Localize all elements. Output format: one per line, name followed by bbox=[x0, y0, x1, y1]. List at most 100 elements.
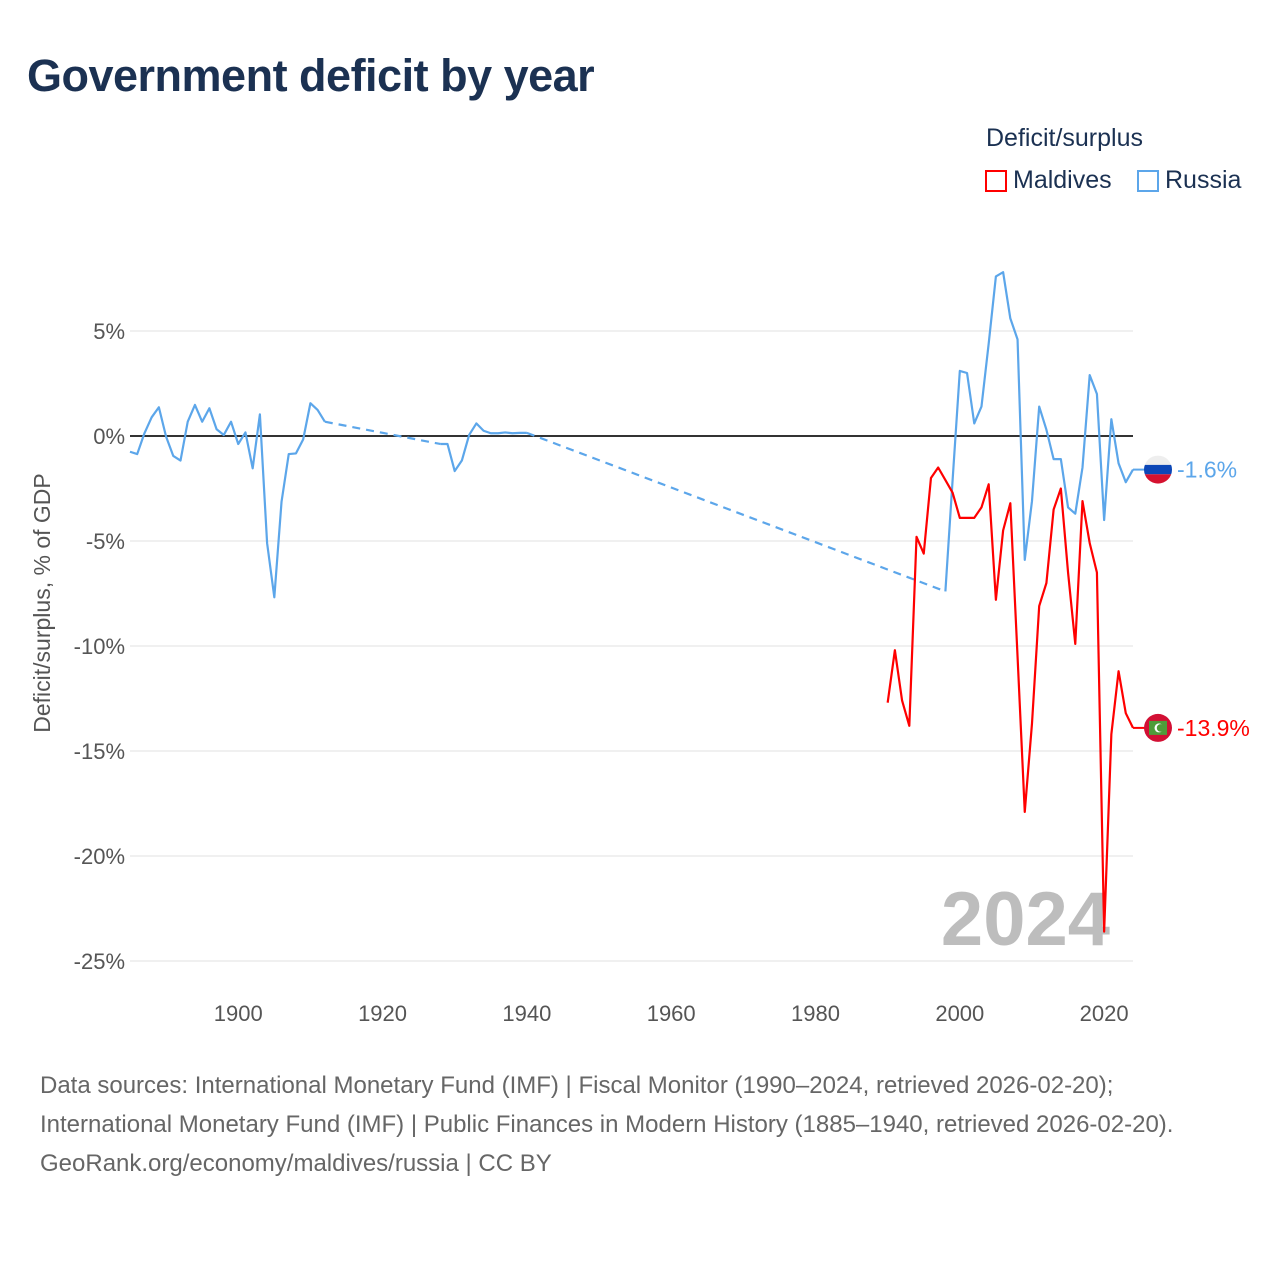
maldives-point bbox=[1088, 541, 1092, 545]
russia-point bbox=[179, 459, 183, 463]
maldives-point bbox=[1124, 711, 1128, 715]
maldives-point bbox=[943, 478, 947, 482]
maldives-flag-icon bbox=[1144, 713, 1172, 742]
russia-point bbox=[518, 431, 522, 435]
russia-point bbox=[1037, 405, 1041, 409]
maldives-point bbox=[1059, 487, 1063, 491]
russia-point bbox=[207, 406, 211, 410]
russia-point bbox=[987, 342, 991, 346]
legend-swatch-maldives bbox=[985, 169, 1007, 192]
russia-point bbox=[308, 401, 312, 405]
russia-point bbox=[1030, 499, 1034, 503]
russia-line bbox=[440, 422, 527, 473]
russia-point bbox=[1059, 457, 1063, 461]
maldives-point bbox=[1001, 529, 1005, 533]
maldives-point bbox=[1052, 508, 1056, 512]
maldives-point bbox=[900, 699, 904, 703]
russia-point bbox=[1016, 337, 1020, 341]
maldives-point bbox=[1073, 642, 1077, 646]
legend-swatch-russia bbox=[1137, 169, 1159, 192]
maldives-point bbox=[886, 701, 890, 705]
russia-point bbox=[1073, 512, 1077, 516]
maldives-point bbox=[936, 466, 940, 470]
maldives-point bbox=[994, 598, 998, 602]
legend-item-maldives[interactable]: Maldives bbox=[985, 166, 1112, 195]
maldives-point bbox=[1023, 810, 1027, 814]
russia-point bbox=[445, 442, 449, 446]
russia-point bbox=[1008, 316, 1012, 320]
maldives-point bbox=[972, 516, 976, 520]
russia-point bbox=[251, 466, 255, 470]
maldives-point bbox=[1037, 604, 1041, 608]
maldives-point bbox=[1044, 581, 1048, 585]
russia-point bbox=[510, 431, 514, 435]
legend-item-russia[interactable]: Russia bbox=[1137, 166, 1241, 195]
russia-end-label: -1.6% bbox=[1177, 457, 1237, 483]
legend-label: Russia bbox=[1165, 166, 1242, 194]
russia-point bbox=[1052, 457, 1056, 461]
maldives-point bbox=[893, 648, 897, 652]
maldives-line bbox=[886, 466, 1134, 933]
russia-point bbox=[1124, 480, 1128, 484]
russia-point bbox=[258, 412, 262, 416]
russia-point bbox=[280, 500, 284, 504]
russia-point bbox=[438, 442, 442, 446]
russia-point bbox=[951, 478, 955, 482]
russia-point bbox=[222, 433, 226, 437]
legend-title: Deficit/surplus bbox=[986, 124, 1143, 152]
maldives-point bbox=[1030, 722, 1034, 726]
maldives-point bbox=[1016, 655, 1020, 659]
x-tick-label: 1980 bbox=[791, 1001, 840, 1026]
russia-gap-line bbox=[526, 431, 946, 593]
russia-point bbox=[1066, 505, 1070, 509]
russia-point bbox=[287, 452, 291, 456]
maldives-point bbox=[951, 491, 955, 495]
russia-point bbox=[467, 433, 471, 437]
russia-point bbox=[482, 429, 486, 433]
russia-point bbox=[150, 415, 154, 419]
russia-point bbox=[229, 420, 233, 424]
russia-point bbox=[164, 435, 168, 439]
russia-point bbox=[489, 431, 493, 435]
y-tick-label: -10% bbox=[74, 634, 125, 659]
russia-point bbox=[460, 458, 464, 462]
legend-label: Maldives bbox=[1013, 166, 1112, 194]
data-sources: Data sources: International Monetary Fun… bbox=[40, 1072, 1174, 1138]
russia-point bbox=[972, 421, 976, 425]
maldives-point bbox=[1008, 501, 1012, 505]
russia-point bbox=[474, 421, 478, 425]
x-tick-label: 1900 bbox=[214, 1001, 263, 1026]
russia-line bbox=[129, 402, 326, 599]
y-tick-label: 0% bbox=[93, 424, 125, 449]
russia-point bbox=[265, 541, 269, 545]
y-tick-label: 5% bbox=[93, 319, 125, 344]
maldives-point bbox=[915, 535, 919, 539]
credit-link[interactable]: GeoRank.org/economy/maldives/russia | CC… bbox=[40, 1150, 552, 1177]
russia-point bbox=[272, 595, 276, 599]
maldives-end-label: -13.9% bbox=[1177, 715, 1250, 741]
maldives-point bbox=[979, 505, 983, 509]
russia-point bbox=[1109, 417, 1113, 421]
russia-point bbox=[171, 454, 175, 458]
russia-point bbox=[496, 431, 500, 435]
russia-point bbox=[943, 589, 947, 593]
russia-point bbox=[157, 405, 161, 409]
russia-flag-icon bbox=[1144, 455, 1172, 484]
maldives-point bbox=[1095, 571, 1099, 575]
russia-point bbox=[142, 431, 146, 435]
russia-point bbox=[453, 469, 457, 473]
maldives-point bbox=[965, 516, 969, 520]
y-tick-label: -25% bbox=[74, 949, 125, 974]
russia-point bbox=[1088, 373, 1092, 377]
russia-gap-line bbox=[324, 420, 441, 446]
maldives-point bbox=[987, 482, 991, 486]
russia-point bbox=[1117, 461, 1121, 465]
russia-point bbox=[316, 408, 320, 412]
russia-point bbox=[294, 451, 298, 455]
russia-point bbox=[994, 274, 998, 278]
russia-point bbox=[215, 427, 219, 431]
russia-point bbox=[965, 371, 969, 375]
russia-point bbox=[1102, 518, 1106, 522]
russia-point bbox=[1095, 392, 1099, 396]
